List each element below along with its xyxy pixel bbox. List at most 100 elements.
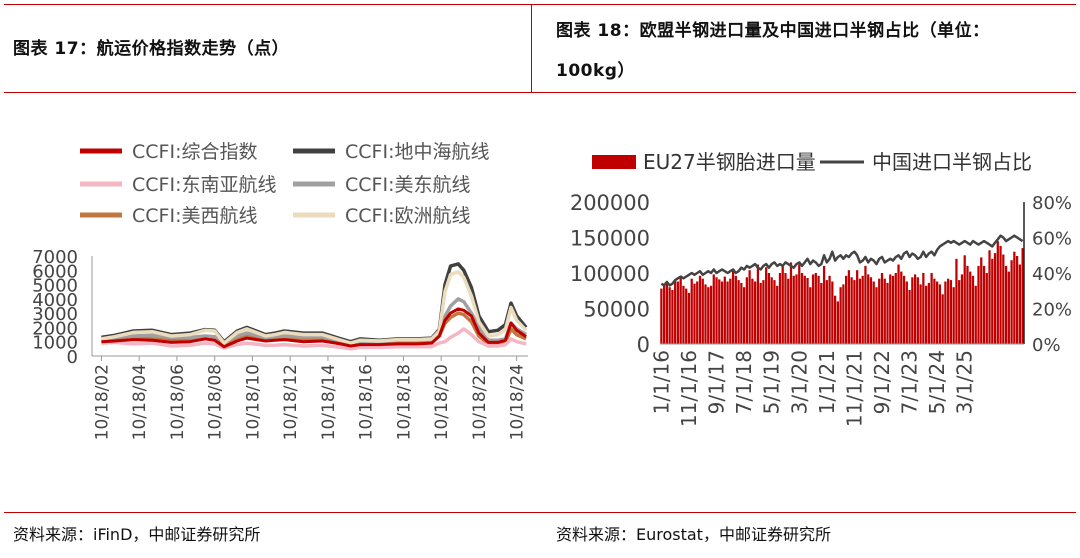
import-bar bbox=[850, 277, 853, 344]
x-tick-label: 1/1/16 bbox=[649, 350, 673, 414]
import-bar bbox=[833, 295, 837, 344]
import-bar bbox=[889, 274, 892, 344]
import-bar bbox=[663, 285, 666, 344]
y-tick-label: 100000 bbox=[570, 262, 650, 286]
import-bar bbox=[924, 285, 928, 344]
import-bar bbox=[720, 281, 724, 344]
import-bar bbox=[891, 275, 895, 344]
x-tick-label: 10/18/08 bbox=[206, 364, 226, 440]
y-tick-label: 5000 bbox=[32, 276, 78, 297]
import-bar bbox=[701, 278, 704, 344]
import-bar bbox=[806, 278, 809, 344]
import-bar bbox=[718, 279, 721, 344]
import-bar bbox=[698, 275, 702, 344]
right-chart-title-line2: 100kg） bbox=[556, 61, 635, 81]
import-bar bbox=[947, 278, 950, 344]
import-bar bbox=[729, 278, 732, 344]
import-bar bbox=[936, 281, 939, 344]
import-bar bbox=[955, 258, 958, 344]
import-bar bbox=[886, 282, 889, 344]
china-share-line bbox=[660, 234, 1024, 287]
import-bar bbox=[1010, 260, 1013, 344]
import-bar bbox=[883, 278, 886, 344]
import-bar bbox=[770, 277, 773, 344]
x-tick-label: 10/18/14 bbox=[319, 364, 339, 440]
import-bar bbox=[751, 278, 754, 344]
y-tick-label: 50000 bbox=[583, 298, 650, 322]
legend-label-bar: EU27半钢胎进口量 bbox=[643, 150, 816, 174]
import-bar bbox=[811, 274, 815, 344]
import-bar bbox=[784, 273, 787, 344]
import-bar bbox=[1004, 265, 1008, 344]
import-bar bbox=[897, 264, 900, 344]
footer-rule bbox=[4, 512, 1076, 513]
legend-label-line: 中国进口半钢占比 bbox=[872, 150, 1032, 174]
import-bar bbox=[704, 284, 707, 344]
x-tick-label: 10/18/12 bbox=[281, 364, 301, 440]
eu-import-bars bbox=[660, 241, 1024, 345]
y-tick-label: 0 bbox=[637, 333, 650, 357]
import-bar bbox=[916, 277, 919, 344]
import-bar bbox=[825, 280, 828, 344]
import-bar bbox=[867, 274, 870, 344]
import-bar bbox=[817, 275, 820, 344]
import-bar bbox=[842, 284, 845, 344]
import-bar bbox=[1002, 254, 1005, 344]
import-bar bbox=[878, 278, 881, 344]
y2-tick-label: 40% bbox=[1032, 264, 1072, 285]
ccfi-legend: CCFI:综合指数 CCFI:地中海航线 CCFI:东南亚航线 CCFI:美东航线 CC… bbox=[80, 141, 489, 227]
import-bar bbox=[682, 285, 685, 344]
series-line-0 bbox=[101, 307, 527, 349]
import-bar bbox=[712, 274, 715, 344]
import-bar bbox=[872, 281, 875, 344]
x-tick-label: 11/1/21 bbox=[842, 350, 866, 427]
series-line-2 bbox=[101, 327, 527, 351]
eu-import-left-axis: 0 50000 100000 150000 200000 bbox=[570, 191, 650, 357]
legend-label-2: CCFI:东南亚航线 bbox=[132, 174, 276, 196]
import-bar bbox=[723, 276, 726, 344]
import-bar bbox=[905, 281, 908, 344]
ccfi-line-chart: CCFI:综合指数 CCFI:地中海航线 CCFI:东南亚航线 CCFI:美东航线 CC… bbox=[32, 141, 528, 440]
x-tick-label: 5/1/24 bbox=[925, 350, 949, 414]
import-bar bbox=[858, 278, 862, 344]
x-tick-label: 10/18/18 bbox=[394, 364, 414, 440]
import-bar bbox=[756, 264, 760, 344]
import-bar bbox=[839, 287, 842, 344]
x-tick-label: 9/1/17 bbox=[705, 350, 729, 414]
import-bar bbox=[938, 284, 942, 344]
import-bar bbox=[944, 281, 947, 344]
y-tick-label: 7000 bbox=[32, 247, 78, 268]
import-bar bbox=[880, 273, 884, 344]
y2-tick-label: 20% bbox=[1032, 300, 1072, 321]
y-tick-label: 1000 bbox=[32, 333, 78, 354]
import-bar bbox=[814, 273, 817, 344]
import-bar bbox=[687, 292, 691, 344]
import-bar bbox=[679, 276, 682, 344]
import-bar bbox=[958, 280, 961, 344]
eu-import-x-axis: 1/1/16 11/1/16 9/1/17 7/1/18 5/1/19 3/1/20 1/1… bbox=[649, 343, 1024, 427]
import-bar bbox=[668, 287, 671, 344]
import-bar bbox=[676, 281, 680, 344]
import-bar bbox=[690, 278, 693, 344]
x-tick-label: 3/1/25 bbox=[953, 350, 977, 414]
left-chart-title: 图表 17：航运价格指数走势（点） bbox=[13, 39, 290, 59]
x-tick-label: 10/18/22 bbox=[470, 364, 490, 440]
import-bar bbox=[765, 267, 768, 344]
import-bar bbox=[908, 290, 911, 344]
import-bar bbox=[754, 281, 757, 344]
x-tick-label: 10/18/04 bbox=[130, 364, 150, 440]
import-bar bbox=[822, 265, 826, 344]
eu-import-bar-chart: EU27半钢胎进口量 中国进口半钢占比 0 50000 100000 150000 200… bbox=[570, 150, 1072, 427]
china-share-right-axis: 0% 20% 40% 60% 80% bbox=[1023, 193, 1072, 356]
import-bar bbox=[660, 288, 663, 344]
y-tick-label: 200000 bbox=[570, 191, 650, 215]
ccfi-x-axis: 10/18/02 10/18/04 10/18/06 10/18/08 10/18/10… bbox=[92, 355, 528, 440]
import-bar bbox=[792, 275, 795, 344]
import-bar bbox=[949, 280, 953, 344]
y-tick-label: 4000 bbox=[32, 290, 78, 311]
y-tick-label: 2000 bbox=[32, 318, 78, 339]
import-bar bbox=[985, 273, 988, 344]
import-bar bbox=[1007, 271, 1010, 344]
china-share-path bbox=[660, 234, 1024, 287]
